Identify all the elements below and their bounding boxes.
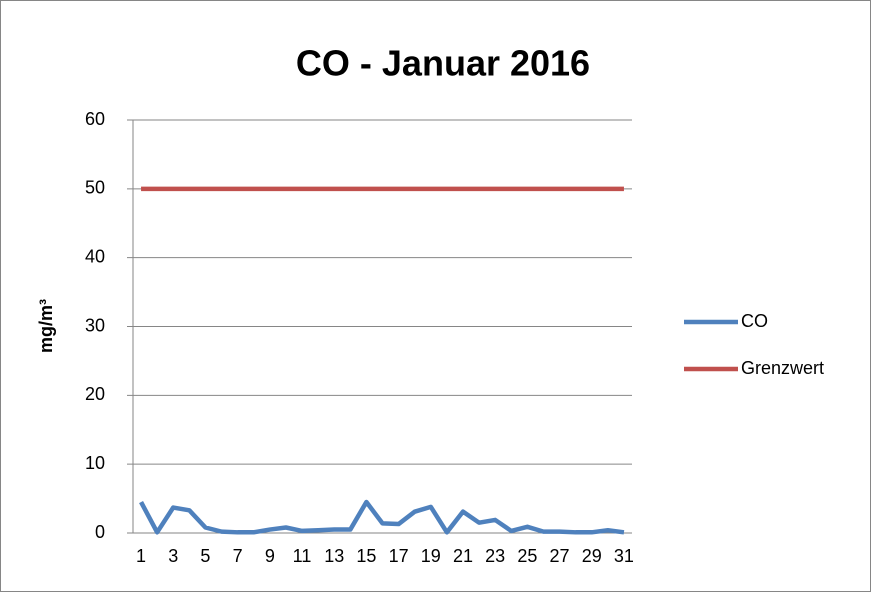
x-tick-label: 29 <box>582 546 602 566</box>
x-tick-label: 11 <box>293 546 312 566</box>
y-tick-label: 60 <box>85 109 105 129</box>
legend-label: Grenzwert <box>741 358 824 378</box>
x-tick-label: 13 <box>324 546 344 566</box>
y-tick-label: 0 <box>95 522 105 542</box>
y-axis-title: mg/m³ <box>36 299 56 353</box>
y-tick-label: 20 <box>85 384 105 404</box>
y-tick-label: 40 <box>85 246 105 266</box>
x-tick-label: 9 <box>265 546 275 566</box>
x-tick-label: 23 <box>485 546 505 566</box>
series-line <box>139 499 625 535</box>
y-tick-label: 30 <box>85 315 105 335</box>
x-tick-label: 19 <box>421 546 441 566</box>
x-tick-label: 3 <box>168 546 178 566</box>
x-tick-label: 25 <box>517 546 537 566</box>
x-tick-label: 1 <box>136 546 146 566</box>
x-tick-label: 15 <box>356 546 376 566</box>
x-tick-label: 31 <box>614 546 634 566</box>
x-tick-label: 7 <box>233 546 243 566</box>
chart-title: CO - Januar 2016 <box>296 43 590 84</box>
legend-label: CO <box>741 311 768 331</box>
x-tick-label: 5 <box>200 546 210 566</box>
y-tick-label: 50 <box>85 178 105 198</box>
x-tick-label: 17 <box>389 546 409 566</box>
x-tick-label: 27 <box>550 546 570 566</box>
y-tick-label: 10 <box>85 453 105 473</box>
x-tick-label: 21 <box>453 546 473 566</box>
